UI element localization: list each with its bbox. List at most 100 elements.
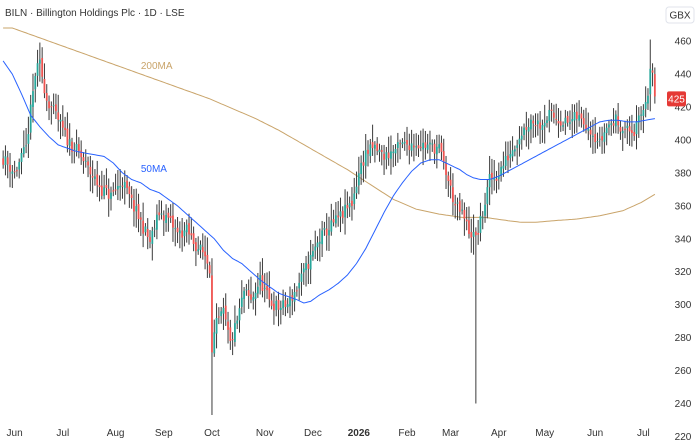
x-axis[interactable]: Jun Jul Aug Sep Oct Nov Dec 2026 Feb Mar Apr May Jun… [7,428,650,439]
candle [77,137,80,159]
candle-body [364,150,367,166]
candle-body [619,127,622,132]
candle [284,292,287,317]
candle [532,115,535,138]
candle-body [502,165,505,169]
candle [569,110,571,131]
candle-body [438,144,441,149]
candle-body [94,176,96,179]
candle-body [206,254,209,264]
candle-body [277,299,280,310]
candle-body [4,156,7,166]
candle [502,151,505,177]
candle-body [279,307,282,310]
candle [91,160,94,194]
candle [105,168,108,196]
candle-body [477,233,480,235]
candle [424,130,427,160]
candle [305,255,307,287]
currency-label: GBX [669,11,690,22]
candle [27,116,30,159]
candle-body [410,143,413,151]
candle [442,138,445,170]
candle-body [628,126,631,132]
candle-body [34,76,37,90]
candle-body [229,327,232,342]
candle-body [504,156,507,166]
candle-body [633,131,636,137]
candle [525,111,528,147]
candle [534,113,537,138]
candle [68,123,71,156]
x-tick-label: Jun [587,428,603,439]
y-axis[interactable]: 220 240 260 280 300 320 340 360 380 400 420 440 460 [675,37,692,443]
candle-body [575,111,578,119]
candle-body [18,162,21,170]
candle-body [100,185,103,196]
candle-body [463,209,466,219]
candle-body [637,115,640,123]
x-tick-label: Jul [637,428,650,439]
candle-body [197,249,200,252]
candle [403,131,406,151]
candle [213,319,216,357]
candle-body [13,171,16,173]
candle-body [452,187,454,203]
candle [275,295,278,317]
candle [573,104,576,134]
candle-body [195,242,197,252]
candle-body [541,125,544,130]
candle-body [133,200,135,212]
candle-body [573,111,576,121]
candle-body [172,215,174,228]
candle [435,134,438,169]
candle [123,170,126,205]
candle [520,126,523,150]
candle [137,193,140,233]
candle [130,186,133,209]
candle [555,103,558,126]
y-tick-label: 240 [675,399,692,410]
candle [552,104,555,124]
candle-body [211,275,213,353]
candle [596,132,599,149]
candle-body [417,145,420,149]
candle [644,86,647,118]
candle-body [532,120,535,124]
candle-body [481,217,484,219]
candle-body [555,118,558,120]
candle [390,135,392,175]
candle [334,202,337,228]
candle-body [419,146,422,148]
candle-body [307,263,310,269]
candle [289,286,291,318]
candle-body [546,120,548,123]
candle [309,239,312,285]
candle-body [351,200,353,206]
candle [465,207,468,231]
y-tick-label: 400 [675,135,692,146]
candle [355,171,358,199]
candle [34,72,37,103]
candle [513,145,516,157]
candle [364,133,367,179]
candle-body [367,149,369,154]
candle-body [2,158,5,165]
candle [206,237,209,278]
candle-body [57,112,60,120]
candle-body [548,109,551,121]
candle-body [569,122,571,124]
candle [217,307,220,325]
candle [617,103,620,134]
candle [73,142,76,164]
candle [162,210,165,236]
candle [9,152,11,188]
candle [426,133,429,154]
currency-badge[interactable]: GBX [665,6,695,24]
candle [41,47,44,84]
candle-body [624,128,626,130]
candle-body [493,177,496,180]
candle [172,202,174,242]
candle-body [442,151,445,162]
candle-body [43,78,46,94]
